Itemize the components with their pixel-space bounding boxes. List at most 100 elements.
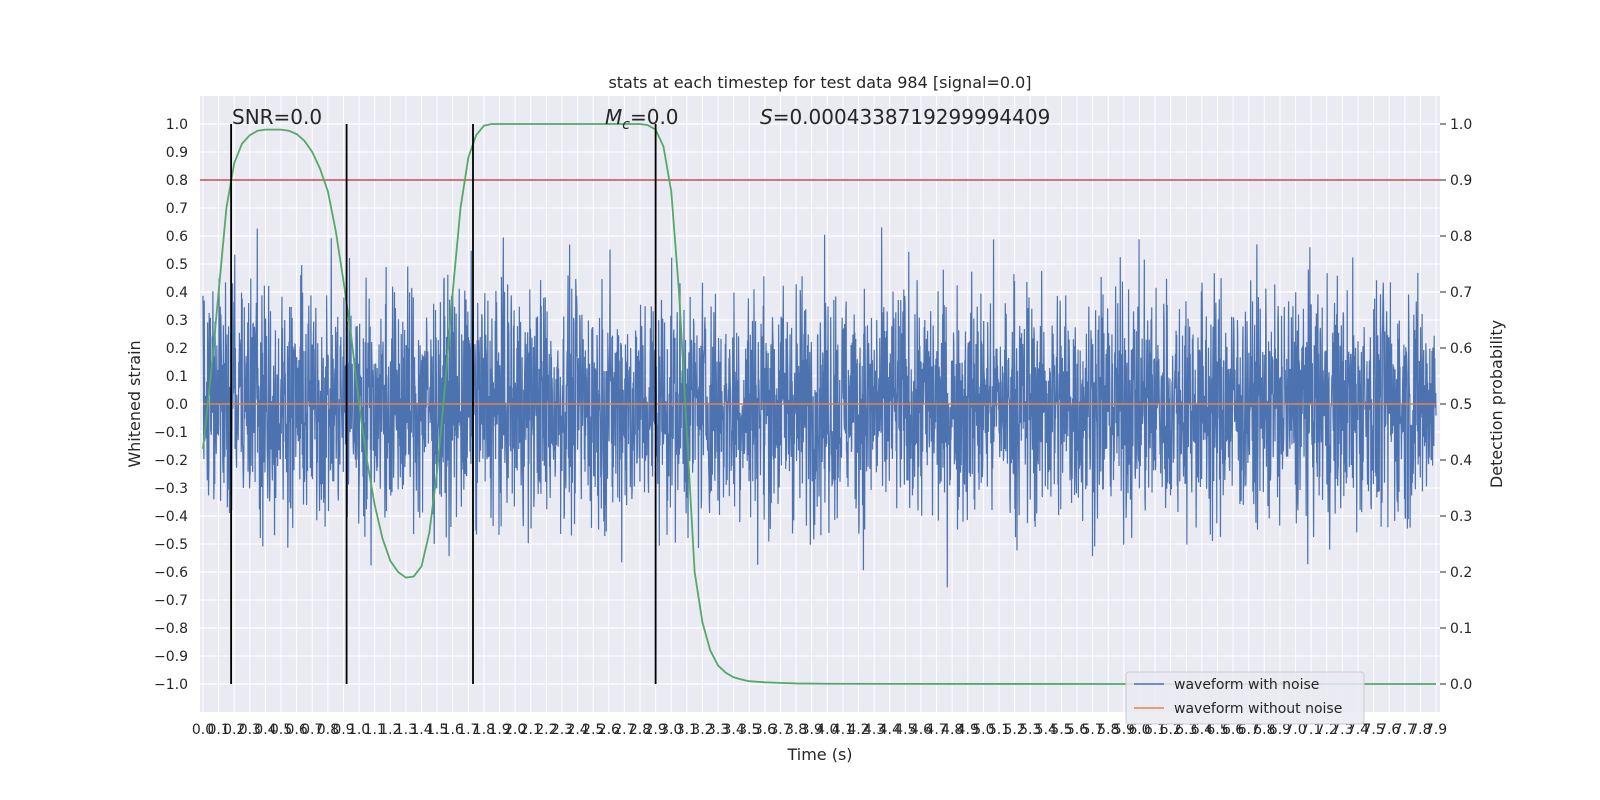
x-tick-label: 6.7 bbox=[1238, 722, 1260, 738]
y-left-tick-label: 0.5 bbox=[166, 257, 188, 273]
y-left-tick-label: −0.7 bbox=[154, 593, 188, 609]
y-axis-label-left: Whitened strain bbox=[125, 340, 144, 467]
x-tick-label: 0.5 bbox=[270, 722, 292, 738]
y-left-tick-label: −0.9 bbox=[154, 649, 188, 665]
x-axis-label: Time (s) bbox=[786, 745, 852, 764]
x-tick-label: 4.3 bbox=[863, 722, 885, 738]
x-tick-label: 6.4 bbox=[1191, 722, 1213, 738]
y-right-tick-labels: 0.0 0.1 0.2 0.3 0.4 0.5 0.6 0.7 0.8 0.9 1.0 bbox=[1440, 117, 1472, 693]
x-tick-label: 5.4 bbox=[1035, 722, 1057, 738]
legend-box bbox=[1125, 671, 1365, 725]
y-right-tick-label: 0.9 bbox=[1450, 173, 1472, 189]
x-tick-label: 0.6 bbox=[286, 722, 308, 738]
chart-title: stats at each timestep for test data 984… bbox=[608, 73, 1031, 92]
y-left-tick-label: −0.3 bbox=[154, 481, 188, 497]
y-left-tick-label: 0.6 bbox=[166, 229, 188, 245]
x-tick-label: 2.1 bbox=[520, 722, 542, 738]
x-tick-label: 6.5 bbox=[1206, 722, 1228, 738]
x-tick-label: 6.2 bbox=[1160, 722, 1182, 738]
x-tick-label: 7.8 bbox=[1409, 722, 1431, 738]
x-tick-label: 7.5 bbox=[1362, 722, 1384, 738]
x-tick-label: 3.0 bbox=[660, 722, 682, 738]
x-tick-label: 2.7 bbox=[613, 722, 635, 738]
x-tick-label: 2.2 bbox=[535, 722, 557, 738]
x-tick-label: 3.5 bbox=[738, 722, 760, 738]
y-left-tick-label: −0.8 bbox=[154, 621, 188, 637]
y-left-tick-label: 0.0 bbox=[166, 397, 188, 413]
y-right-tick-label: 0.6 bbox=[1450, 341, 1472, 357]
annotation-mc-subscript: c bbox=[622, 117, 630, 133]
x-tick-label: 2.4 bbox=[566, 722, 588, 738]
x-tick-label: 3.4 bbox=[723, 722, 745, 738]
x-tick-label: 6.6 bbox=[1222, 722, 1244, 738]
y-right-tick-label: 0.7 bbox=[1450, 285, 1472, 301]
annotation-mc-value: =0.0 bbox=[630, 105, 679, 129]
legend-label-noise: waveform with noise bbox=[1174, 677, 1319, 693]
x-tick-label: 7.6 bbox=[1378, 722, 1400, 738]
detection-probability-line bbox=[202, 123, 1436, 685]
y-left-tick-label: −1.0 bbox=[154, 677, 188, 693]
series-lines bbox=[200, 123, 1440, 685]
x-tick-label: 4.7 bbox=[925, 722, 947, 738]
legend: waveform with noise waveform without noi… bbox=[1125, 671, 1365, 725]
annotation-mc: Mc=0.0 bbox=[605, 105, 679, 133]
x-tick-label: 3.3 bbox=[707, 722, 729, 738]
y-left-tick-label: 0.9 bbox=[166, 145, 188, 161]
x-tick-label: 0.7 bbox=[301, 722, 323, 738]
vertical-markers bbox=[230, 124, 657, 684]
x-tick-label: 0.9 bbox=[332, 722, 354, 738]
x-tick-label: 0.3 bbox=[239, 722, 261, 738]
annotation-s: S=0.0004338719299994409 bbox=[760, 105, 1050, 129]
y-right-tick-label: 0.8 bbox=[1450, 229, 1472, 245]
x-tick-label: 0.1 bbox=[207, 722, 229, 738]
x-tick-label: 5.9 bbox=[1113, 722, 1135, 738]
x-tick-label: 7.0 bbox=[1284, 722, 1306, 738]
y-left-tick-label: −0.1 bbox=[154, 425, 188, 441]
y-left-tick-label: 1.0 bbox=[166, 117, 188, 133]
waveform-with-noise-line bbox=[202, 227, 1437, 588]
y-left-tick-label: −0.4 bbox=[154, 509, 188, 525]
x-tick-label: 2.8 bbox=[629, 722, 651, 738]
x-tick-label: 0.4 bbox=[254, 722, 276, 738]
x-tick-label: 6.8 bbox=[1253, 722, 1275, 738]
x-tick-label: 6.3 bbox=[1175, 722, 1197, 738]
x-tick-label: 5.1 bbox=[988, 722, 1010, 738]
x-tick-label: 4.8 bbox=[941, 722, 963, 738]
x-tick-label: 4.1 bbox=[832, 722, 854, 738]
x-tick-label: 2.0 bbox=[504, 722, 526, 738]
legend-label-clean: waveform without noise bbox=[1174, 701, 1342, 717]
x-tick-label: 0.0 bbox=[192, 722, 214, 738]
y-left-tick-label: −0.2 bbox=[154, 453, 188, 469]
annotation-s-symbol: S bbox=[760, 105, 773, 129]
y-left-tick-label: 0.8 bbox=[166, 173, 188, 189]
y-right-tick-label: 0.5 bbox=[1450, 397, 1472, 413]
x-tick-label: 5.8 bbox=[1097, 722, 1119, 738]
x-tick-label: 1.2 bbox=[379, 722, 401, 738]
x-tick-label: 4.4 bbox=[879, 722, 901, 738]
x-tick-label: 7.7 bbox=[1394, 722, 1416, 738]
x-tick-label: 1.8 bbox=[473, 722, 495, 738]
x-tick-label: 1.3 bbox=[395, 722, 417, 738]
x-tick-label: 5.5 bbox=[1050, 722, 1072, 738]
x-tick-label: 3.1 bbox=[676, 722, 698, 738]
x-tick-label: 4.2 bbox=[847, 722, 869, 738]
y-right-tick-label: 0.0 bbox=[1450, 677, 1472, 693]
x-tick-label: 1.7 bbox=[457, 722, 479, 738]
x-tick-label: 6.0 bbox=[1128, 722, 1150, 738]
y-right-tick-label: 0.1 bbox=[1450, 621, 1472, 637]
x-tick-label: 7.2 bbox=[1316, 722, 1338, 738]
y-right-tick-label: 1.0 bbox=[1450, 117, 1472, 133]
annotation-snr: SNR=0.0 bbox=[232, 105, 322, 129]
x-tick-label: 3.8 bbox=[785, 722, 807, 738]
x-tick-label: 2.9 bbox=[644, 722, 666, 738]
x-tick-label: 6.1 bbox=[1144, 722, 1166, 738]
y-left-tick-label: 0.7 bbox=[166, 201, 188, 217]
x-tick-label: 0.2 bbox=[223, 722, 245, 738]
y-left-tick-label: 0.1 bbox=[166, 369, 188, 385]
x-tick-label: 0.8 bbox=[317, 722, 339, 738]
y-left-tick-label: 0.2 bbox=[166, 341, 188, 357]
x-tick-label: 1.1 bbox=[364, 722, 386, 738]
x-tick-label: 3.2 bbox=[691, 722, 713, 738]
y-left-tick-labels: −1.0 −0.9 −0.8 −0.7 −0.6 −0.5 −0.4 −0.3 −0.2 −0.1… bbox=[154, 117, 188, 693]
